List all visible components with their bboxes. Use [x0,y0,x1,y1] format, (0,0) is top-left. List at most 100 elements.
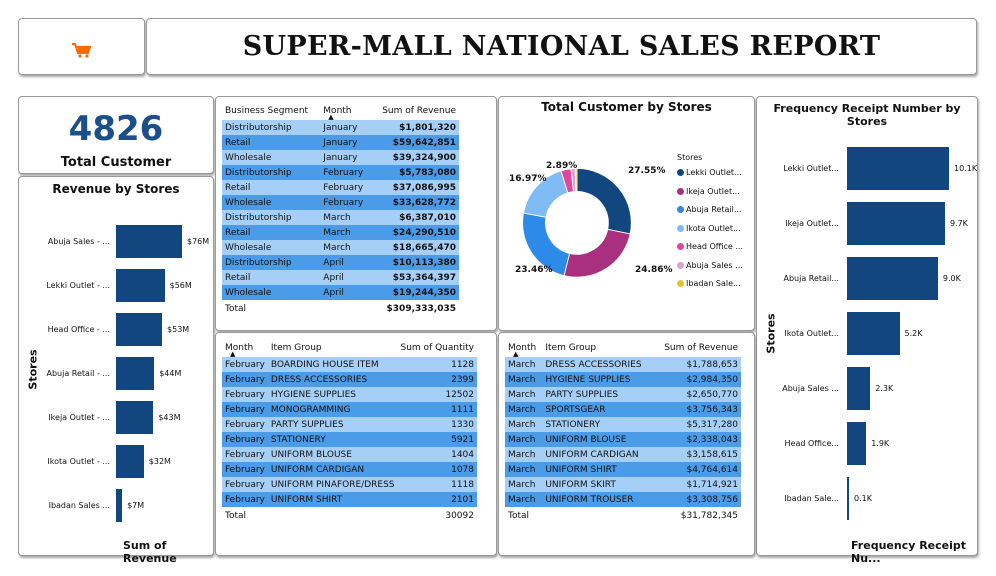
table-row[interactable]: March STATIONERY $5,317,280 [505,417,741,432]
legend-item[interactable]: Abuja Retail... [677,205,742,214]
table-row[interactable]: Distributorship April $10,113,380 [222,255,459,270]
legend-label: Abuja Sales ... [686,260,743,270]
revenue-by-stores-chart[interactable]: Revenue by Stores Stores Sum of Revenue … [18,176,214,565]
table-cell: Retail [222,270,321,285]
table-row[interactable]: Retail February $37,086,995 [222,180,459,195]
category-label: Abuja Retail - ... [46,368,111,378]
table-row[interactable]: Retail April $53,364,397 [222,270,459,285]
bar[interactable] [847,257,938,300]
sort-ascending-icon[interactable]: ▲ [230,350,236,358]
legend-item[interactable]: Ikeja Outlet... [677,187,740,196]
bar[interactable] [116,401,154,434]
slice-label: 16.97% [509,174,547,184]
bar[interactable] [847,422,867,465]
table-row[interactable]: March UNIFORM CARDIGAN $3,158,615 [505,447,741,462]
table-row[interactable]: February STATIONERY 5921 [222,432,477,447]
table-row[interactable]: Wholesale February $33,628,772 [222,195,459,210]
bar[interactable] [847,202,945,245]
column-header[interactable]: Item Group [270,343,322,353]
table-row[interactable]: February UNIFORM CARDIGAN 1078 [222,462,477,477]
total-spacer [542,507,654,525]
march-revenue-table-card[interactable]: Month ▲ Item Group Sum of Revenue March DRESS… [498,332,755,556]
legend-item[interactable]: Ikota Outlet... [677,224,741,233]
total-value: 30092 [397,507,477,525]
table-cell: March [505,432,543,447]
table-row[interactable]: March DRESS ACCESSORIES $1,788,653 [505,357,741,372]
bar[interactable] [847,477,849,520]
table-row[interactable]: February UNIFORM SHIRT 2101 [222,492,477,507]
donut-slice[interactable] [563,228,631,278]
bar[interactable] [847,147,949,190]
bar[interactable] [847,312,900,355]
table-row[interactable]: Distributorship February $5,783,080 [222,165,459,180]
table-cell: $1,801,320 [370,120,459,135]
table-row[interactable]: March HYGIENE SUPPLIES $2,984,350 [505,372,741,387]
table-cell: 1111 [397,402,477,417]
bar[interactable] [116,225,182,258]
column-header[interactable]: Month ▲ [320,102,371,121]
total-customer-card[interactable]: 4826 Total Customer [18,96,214,174]
table-row[interactable]: Wholesale April $19,244,350 [222,285,459,300]
table-row[interactable]: March UNIFORM BLOUSE $2,338,043 [505,432,741,447]
bar[interactable] [847,367,871,410]
x-axis-title: Frequency Receipt Nu... [851,539,967,565]
legend-item[interactable]: Head Office ... [677,242,743,251]
column-header[interactable]: Item Group [545,343,597,353]
column-header[interactable]: Business Segment [225,106,309,116]
table-cell: February [222,447,268,462]
sort-ascending-icon[interactable]: ▲ [328,113,334,121]
legend-item[interactable]: Abuja Sales ... [677,261,743,270]
column-header[interactable]: Sum of Revenue [382,106,456,116]
table-cell: April [320,285,371,300]
donut-slice[interactable] [574,168,578,192]
sort-ascending-icon[interactable]: ▲ [513,350,519,358]
table-row[interactable]: February BOARDING HOUSE ITEM 1128 [222,357,477,372]
table-cell: UNIFORM TROUSER [542,492,654,507]
table-row[interactable]: Distributorship March $6,387,010 [222,210,459,225]
table-cell: February [320,195,371,210]
table-cell: Wholesale [222,240,321,255]
table-row[interactable]: February UNIFORM BLOUSE 1404 [222,447,477,462]
column-header[interactable]: Sum of Revenue [664,343,738,353]
table-row[interactable]: February MONOGRAMMING 1111 [222,402,477,417]
table-row[interactable]: March SPORTSGEAR $3,756,343 [505,402,741,417]
table-row[interactable]: Distributorship January $1,801,320 [222,120,459,135]
legend-label: Abuja Retail... [686,205,742,214]
table-row[interactable]: March PARTY SUPPLIES $2,650,770 [505,387,741,402]
column-header[interactable]: Month ▲ [222,339,268,358]
bar[interactable] [116,445,144,478]
bar[interactable] [116,357,155,390]
table-row[interactable]: February HYGIENE SUPPLIES 12502 [222,387,477,402]
table-cell: February [222,417,268,432]
column-header[interactable]: Sum of Quantity [400,343,474,353]
table-cell: February [222,387,268,402]
table-cell: STATIONERY [542,417,654,432]
table-cell: March [320,240,371,255]
table-row[interactable]: February PARTY SUPPLIES 1330 [222,417,477,432]
table-cell: UNIFORM CARDIGAN [542,447,654,462]
total-label: Total [222,300,321,318]
legend-item[interactable]: Ibadan Sale... [677,279,741,288]
donut-slice[interactable] [576,168,632,235]
table-row[interactable]: February DRESS ACCESSORIES 2399 [222,372,477,387]
frequency-receipt-chart[interactable]: Frequency Receipt Number by Stores Store… [756,96,978,565]
table-row[interactable]: March UNIFORM SHIRT $4,764,614 [505,462,741,477]
table-row[interactable]: Retail March $24,290,510 [222,225,459,240]
column-header[interactable]: Month ▲ [505,339,542,358]
legend-item[interactable]: Lekki Outlet... [677,168,742,177]
table-row[interactable]: Wholesale January $39,324,900 [222,150,459,165]
table-row[interactable]: March UNIFORM TROUSER $3,308,756 [505,492,741,507]
table-row[interactable]: March UNIFORM SKIRT $1,714,921 [505,477,741,492]
total-label: Total [222,507,268,525]
table-cell: Distributorship [222,120,321,135]
table-row[interactable]: Retail January $59,642,851 [222,135,459,150]
bar[interactable] [116,269,165,302]
legend-swatch [677,187,684,195]
table-row[interactable]: February UNIFORM PINAFORE/DRESS 1118 [222,477,477,492]
quantity-table-card[interactable]: Month ▲ Item Group Sum of Quantity February B… [215,332,497,556]
bar[interactable] [116,489,123,522]
bar[interactable] [116,313,163,346]
total-customer-by-stores-chart[interactable]: Total Customer by Stores Stores Lekki Ou… [498,96,755,331]
segment-revenue-table-card[interactable]: Business Segment Month ▲ Sum of Revenue Dist… [215,96,497,331]
table-row[interactable]: Wholesale March $18,665,470 [222,240,459,255]
